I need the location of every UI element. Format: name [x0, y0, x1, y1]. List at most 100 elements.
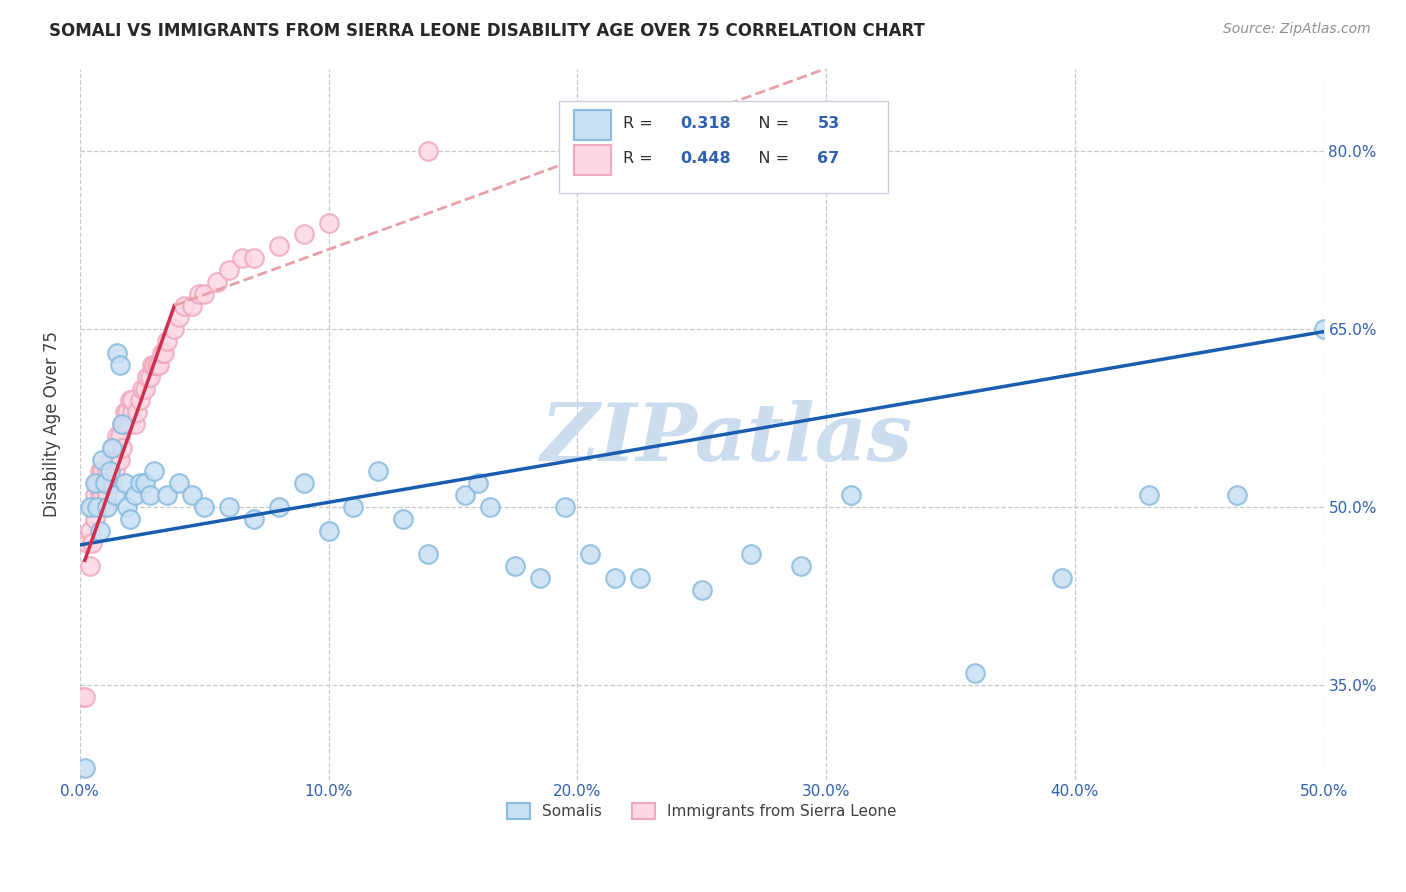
Point	[73, 761, 96, 775]
Point	[628, 571, 651, 585]
FancyBboxPatch shape	[558, 101, 889, 193]
Point	[169, 476, 191, 491]
Point	[86, 500, 108, 514]
Text: N =: N =	[742, 152, 794, 166]
Point	[105, 452, 128, 467]
Point	[218, 263, 240, 277]
Point	[180, 488, 202, 502]
Point	[1052, 571, 1074, 585]
Point	[83, 476, 105, 491]
Point	[243, 251, 266, 265]
Point	[231, 251, 253, 265]
Point	[243, 512, 266, 526]
Text: 0.318: 0.318	[681, 116, 731, 131]
Point	[690, 582, 713, 597]
Point	[98, 452, 121, 467]
Point	[554, 500, 576, 514]
Point	[392, 512, 415, 526]
Point	[1312, 322, 1334, 336]
Point	[740, 548, 762, 562]
Point	[156, 488, 179, 502]
Point	[118, 393, 141, 408]
Point	[136, 369, 159, 384]
Point	[218, 500, 240, 514]
Point	[108, 358, 131, 372]
Point	[83, 512, 105, 526]
Point	[104, 452, 127, 467]
Point	[205, 275, 228, 289]
Point	[104, 488, 127, 502]
Text: 67: 67	[817, 152, 839, 166]
Point	[143, 465, 166, 479]
Point	[93, 500, 115, 514]
Point	[529, 571, 551, 585]
Point	[118, 512, 141, 526]
Point	[101, 441, 124, 455]
Point	[342, 500, 364, 514]
Point	[128, 476, 150, 491]
Point	[503, 559, 526, 574]
Point	[73, 690, 96, 704]
Point	[454, 488, 477, 502]
Point	[93, 476, 115, 491]
Point	[163, 322, 186, 336]
Point	[108, 429, 131, 443]
Text: R =: R =	[623, 152, 658, 166]
Text: 0.448: 0.448	[681, 152, 731, 166]
Point	[105, 346, 128, 360]
Point	[82, 535, 104, 549]
Point	[148, 358, 170, 372]
Point	[114, 476, 136, 491]
Point	[1139, 488, 1161, 502]
Point	[467, 476, 489, 491]
Point	[96, 488, 118, 502]
Point	[91, 465, 114, 479]
Point	[124, 488, 146, 502]
Point	[965, 665, 987, 680]
Point	[82, 500, 104, 514]
Point	[124, 417, 146, 431]
Text: ZIPatlas: ZIPatlas	[540, 400, 912, 477]
Point	[318, 216, 340, 230]
Point	[101, 441, 124, 455]
Point	[292, 476, 315, 491]
Point	[108, 452, 131, 467]
Point	[188, 286, 211, 301]
Point	[156, 334, 179, 348]
Point	[143, 358, 166, 372]
Point	[193, 286, 215, 301]
Point	[479, 500, 502, 514]
Y-axis label: Disability Age Over 75: Disability Age Over 75	[44, 331, 60, 517]
Point	[193, 500, 215, 514]
Point	[128, 393, 150, 408]
Point	[180, 299, 202, 313]
Point	[118, 417, 141, 431]
Point	[79, 500, 101, 514]
Point	[89, 488, 111, 502]
Point	[138, 369, 160, 384]
Point	[86, 476, 108, 491]
Point	[105, 429, 128, 443]
Point	[367, 465, 389, 479]
Point	[89, 465, 111, 479]
Point	[267, 239, 290, 253]
Point	[603, 571, 626, 585]
Text: N =: N =	[742, 116, 794, 131]
Point	[121, 405, 143, 419]
Legend: Somalis, Immigrants from Sierra Leone: Somalis, Immigrants from Sierra Leone	[501, 797, 903, 825]
Point	[111, 417, 134, 431]
Point	[86, 500, 108, 514]
Point	[134, 382, 156, 396]
Point	[121, 393, 143, 408]
Point	[150, 346, 173, 360]
Point	[89, 524, 111, 538]
Point	[138, 488, 160, 502]
Point	[96, 465, 118, 479]
Point	[125, 405, 148, 419]
FancyBboxPatch shape	[574, 145, 612, 175]
Point	[141, 358, 163, 372]
Point	[416, 145, 439, 159]
FancyBboxPatch shape	[574, 110, 612, 140]
Text: 53: 53	[817, 116, 839, 131]
Point	[169, 310, 191, 325]
